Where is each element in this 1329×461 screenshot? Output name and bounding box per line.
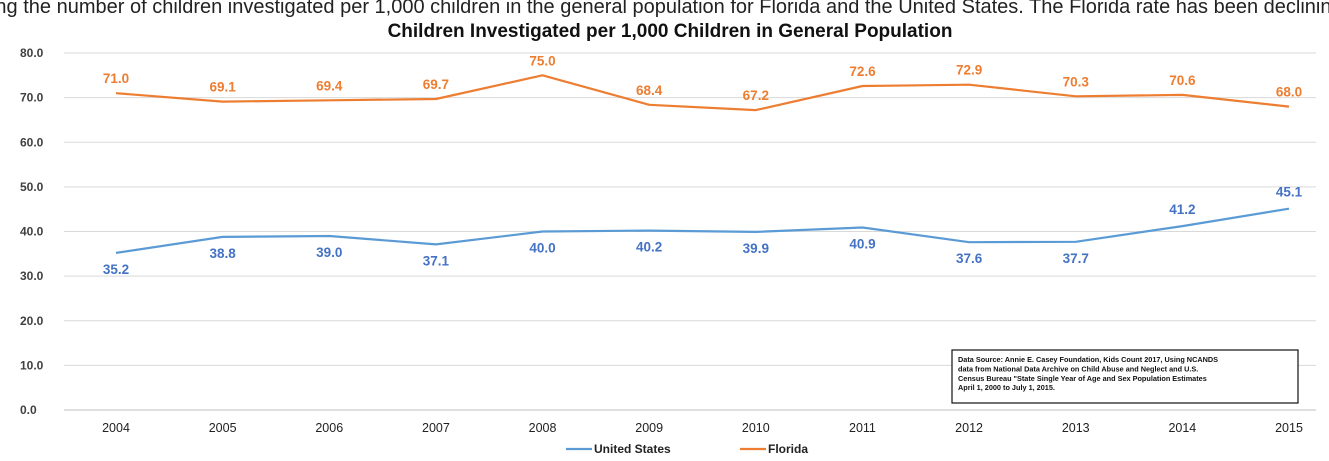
y-tick-label: 60.0	[20, 135, 44, 149]
legend: United States Florida	[566, 442, 808, 456]
x-axis-tick-labels: 2004 2005 2006 2007 2008 2009 2010 2011 2012 2013…	[102, 421, 1303, 435]
data-label: 40.2	[636, 240, 662, 255]
series-line-united-states	[115, 207, 1290, 254]
x-tick-label: 2011	[849, 421, 876, 435]
y-tick-label: 80.0	[20, 46, 44, 60]
data-label: 69.4	[316, 78, 343, 93]
x-tick-label: 2015	[1275, 421, 1303, 435]
data-label: 68.0	[1276, 85, 1302, 100]
data-label: 40.0	[529, 241, 555, 256]
x-tick-label: 2007	[422, 421, 450, 435]
y-tick-label: 50.0	[20, 180, 44, 194]
data-label: 39.9	[743, 241, 769, 256]
chart-title: Children Investigated per 1,000 Children…	[388, 21, 953, 42]
data-label: 75.0	[529, 53, 555, 68]
series-lines	[115, 74, 1290, 254]
data-label: 37.7	[1063, 251, 1089, 266]
data-label: 40.9	[849, 236, 875, 251]
x-tick-label: 2009	[635, 421, 663, 435]
data-label: 70.3	[1063, 74, 1090, 89]
data-label: 37.1	[423, 253, 450, 268]
y-tick-label: 40.0	[20, 225, 44, 239]
source-note-line: data from National Data Archive on Child…	[958, 364, 1198, 373]
data-label: 72.9	[956, 63, 982, 78]
x-tick-label: 2012	[955, 421, 983, 435]
y-tick-label: 0.0	[20, 403, 37, 417]
series-line-florida	[115, 74, 1290, 112]
y-tick-label: 70.0	[20, 91, 44, 105]
y-tick-label: 10.0	[20, 358, 44, 372]
data-label: 70.6	[1169, 73, 1196, 88]
clipped-header-text: ting the number of children investigated…	[0, 0, 1329, 18]
y-tick-label: 20.0	[20, 314, 44, 328]
data-label: 69.1	[209, 80, 236, 95]
source-note-line: Census Bureau "State Single Year of Age …	[958, 374, 1207, 383]
data-label: 41.2	[1169, 202, 1195, 217]
x-tick-label: 2010	[742, 421, 770, 435]
legend-label: United States	[594, 442, 671, 456]
x-tick-label: 2008	[529, 421, 557, 435]
data-label: 37.6	[956, 251, 983, 266]
data-label: 35.2	[103, 262, 129, 277]
data-label: 69.7	[423, 77, 449, 92]
data-label: 45.1	[1276, 185, 1303, 200]
data-label: 38.8	[209, 246, 236, 261]
data-label: 39.0	[316, 245, 342, 260]
x-tick-label: 2006	[315, 421, 343, 435]
data-label: 67.2	[743, 88, 769, 103]
data-labels: 35.2 38.8 39.0 37.1 40.0 40.2 39.9 40.9 37.6 37.7…	[103, 53, 1303, 277]
x-tick-label: 2005	[209, 421, 237, 435]
source-note-border	[951, 349, 1299, 404]
data-label: 71.0	[103, 71, 129, 86]
y-axis-tick-labels: 0.0 10.0 20.0 30.0 40.0 50.0 60.0 70.0 80.0	[20, 46, 44, 417]
x-tick-label: 2004	[102, 421, 130, 435]
source-note-box: Data Source: Annie E. Casey Foundation, …	[951, 349, 1299, 404]
legend-label: Florida	[768, 442, 808, 456]
source-note-line: April 1, 2000 to July 1, 2015.	[958, 383, 1055, 392]
y-tick-label: 30.0	[20, 269, 44, 283]
source-note-line: Data Source: Annie E. Casey Foundation, …	[958, 355, 1218, 364]
x-tick-label: 2014	[1168, 421, 1196, 435]
data-label: 68.4	[636, 83, 663, 98]
x-tick-label: 2013	[1062, 421, 1090, 435]
data-label: 72.6	[849, 64, 876, 79]
